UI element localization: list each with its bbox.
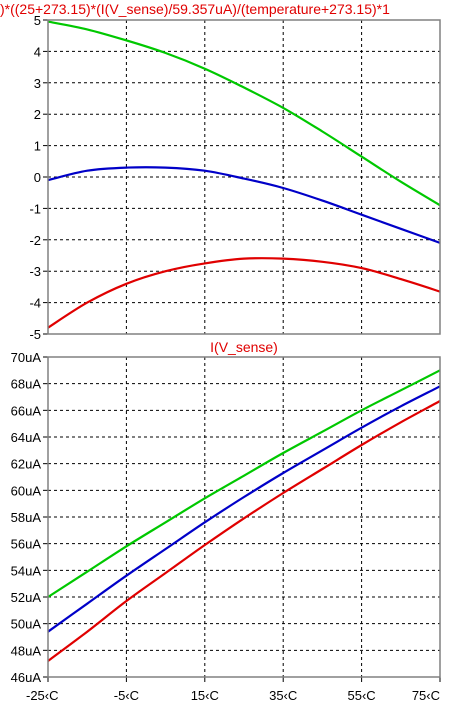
series-line: [47, 166, 441, 244]
y-tick-label: 48uA: [11, 643, 42, 658]
y-tick-label: 58uA: [11, 510, 42, 525]
plot-frame: [47, 356, 441, 678]
x-tick-label: 35‹C: [269, 688, 297, 703]
series-line: [47, 257, 441, 329]
y-tick-label: 5: [34, 13, 41, 28]
y-tick-label: 56uA: [11, 537, 42, 552]
plot-frame: [47, 19, 441, 335]
y-tick-label: 2: [34, 107, 41, 122]
y-tick-label: 62uA: [11, 457, 42, 472]
y-tick-label: -5: [29, 327, 41, 342]
y-tick-label: 52uA: [11, 590, 42, 605]
y-tick-label: -2: [29, 233, 41, 248]
chart-title: I(V_sense): [210, 339, 278, 355]
y-tick-label: 66uA: [11, 403, 42, 418]
chart-title: )*((25+273.15)*(I(V_sense)/59.357uA)/(te…: [0, 1, 390, 17]
y-tick-label: 4: [34, 44, 41, 59]
y-tick-label: -3: [29, 264, 41, 279]
x-tick-label: -25‹C: [26, 688, 59, 703]
x-tick-label: 75‹C: [412, 688, 440, 703]
x-tick-label: 15‹C: [191, 688, 219, 703]
x-tick-label: 55‹C: [348, 688, 376, 703]
series-line: [47, 20, 441, 207]
y-tick-label: 3: [34, 76, 41, 91]
y-tick-label: -4: [29, 296, 41, 311]
x-tick-label: -5‹C: [114, 688, 139, 703]
y-tick-label: 64uA: [11, 430, 42, 445]
y-tick-label: -1: [29, 201, 41, 216]
y-tick-label: 54uA: [11, 563, 42, 578]
series-line: [47, 385, 441, 633]
y-tick-label: 70uA: [11, 350, 42, 365]
y-tick-label: 60uA: [11, 483, 42, 498]
y-tick-label: 1: [34, 139, 41, 154]
series-line: [47, 369, 441, 598]
y-tick-label: 68uA: [11, 377, 42, 392]
lower-chart-panel: 70uA 68uA 66uA 64uA 62uA 60uA 58uA 56uA 54uA 52uA…: [11, 339, 441, 703]
y-tick-label: 50uA: [11, 617, 42, 632]
y-tick-label: 0: [34, 170, 41, 185]
series-line: [47, 400, 441, 662]
upper-chart-panel: 5 4 3 2 1 0 -1 -2 -3 -4 -5 )*((25+273.15)*(I(V_sens…: [0, 1, 441, 342]
y-tick-label: 46uA: [11, 670, 42, 685]
